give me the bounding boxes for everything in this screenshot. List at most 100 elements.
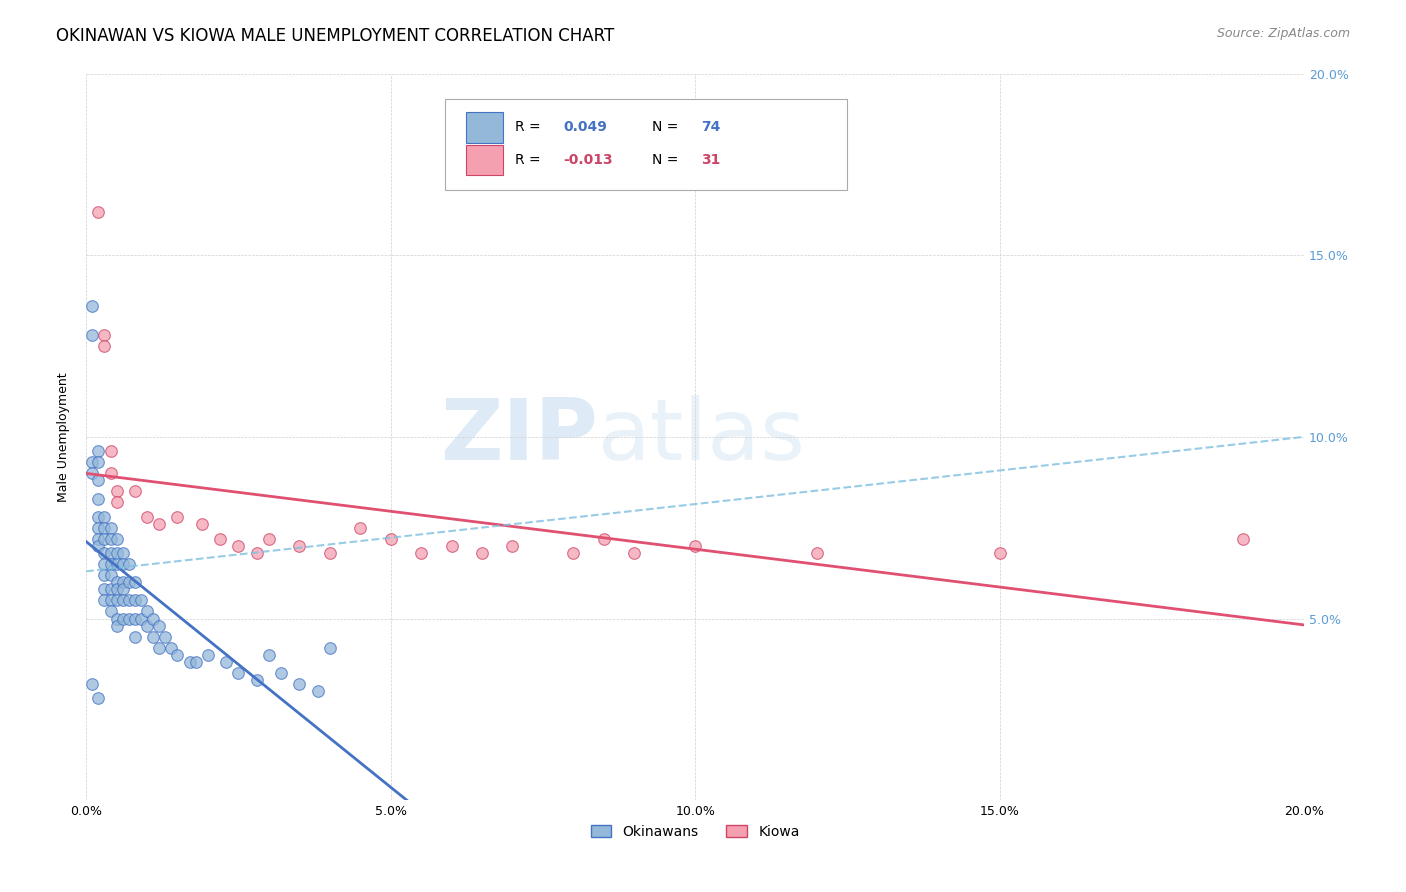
Point [683,539,706,553]
Text: 31: 31 [702,153,721,167]
Point [124,611,146,625]
Point [257,648,280,662]
Point [142,630,165,644]
Point [501,539,523,553]
Point [93,532,115,546]
Point [111,575,134,590]
Point [100,521,122,535]
Point [93,509,115,524]
Point [179,655,201,669]
Text: R =: R = [515,153,546,167]
Point [246,546,269,560]
Point [288,539,311,553]
Point [228,539,250,553]
Point [111,557,134,571]
Point [82,328,104,343]
Point [93,557,115,571]
Text: N =: N = [652,120,683,135]
Point [166,509,188,524]
Point [148,619,170,633]
Point [409,546,432,560]
Point [191,517,214,532]
Point [440,539,463,553]
Point [105,495,128,509]
Point [87,444,110,458]
Point [118,575,141,590]
Point [105,619,128,633]
Point [87,532,110,546]
Point [623,546,645,560]
Text: 74: 74 [702,120,721,135]
Point [349,521,371,535]
Point [100,546,122,560]
Text: 0.049: 0.049 [564,120,607,135]
Point [129,611,152,625]
Legend: Okinawans, Kiowa: Okinawans, Kiowa [585,819,806,844]
Point [82,299,104,313]
Point [166,648,188,662]
Point [105,484,128,499]
Point [148,517,170,532]
Point [806,546,828,560]
Point [93,568,115,582]
Point [124,630,146,644]
Point [197,648,219,662]
Point [100,557,122,571]
Point [100,582,122,597]
Point [105,546,128,560]
Point [288,677,311,691]
Point [1232,532,1254,546]
Point [100,532,122,546]
Point [160,640,183,655]
Point [136,619,159,633]
Point [155,630,177,644]
Point [93,328,115,343]
Point [87,539,110,553]
Point [111,611,134,625]
Point [319,640,342,655]
Point [184,655,207,669]
Bar [467,112,503,143]
Point [93,593,115,607]
Point [129,593,152,607]
Point [215,655,238,669]
Point [93,521,115,535]
Point [142,611,165,625]
Text: R =: R = [515,120,546,135]
Point [87,204,110,219]
Point [82,466,104,480]
Bar [467,145,503,175]
Point [270,666,292,681]
Point [209,532,232,546]
Point [111,582,134,597]
Point [100,466,122,480]
Point [111,546,134,560]
Point [87,491,110,506]
Point [82,455,104,469]
Point [319,546,342,560]
Point [228,666,250,681]
Point [562,546,585,560]
Point [307,684,329,698]
Text: -0.013: -0.013 [564,153,613,167]
Point [100,444,122,458]
FancyBboxPatch shape [446,99,848,190]
Point [105,532,128,546]
Point [105,582,128,597]
Point [105,593,128,607]
Point [118,593,141,607]
Point [100,593,122,607]
Y-axis label: Male Unemployment: Male Unemployment [58,372,70,501]
Point [124,575,146,590]
Point [87,521,110,535]
Text: N =: N = [652,153,683,167]
Point [105,557,128,571]
Point [592,532,614,546]
Point [246,673,269,688]
Point [87,455,110,469]
Text: ZIP: ZIP [440,395,598,478]
Point [87,509,110,524]
Point [93,582,115,597]
Point [380,532,402,546]
Point [105,611,128,625]
